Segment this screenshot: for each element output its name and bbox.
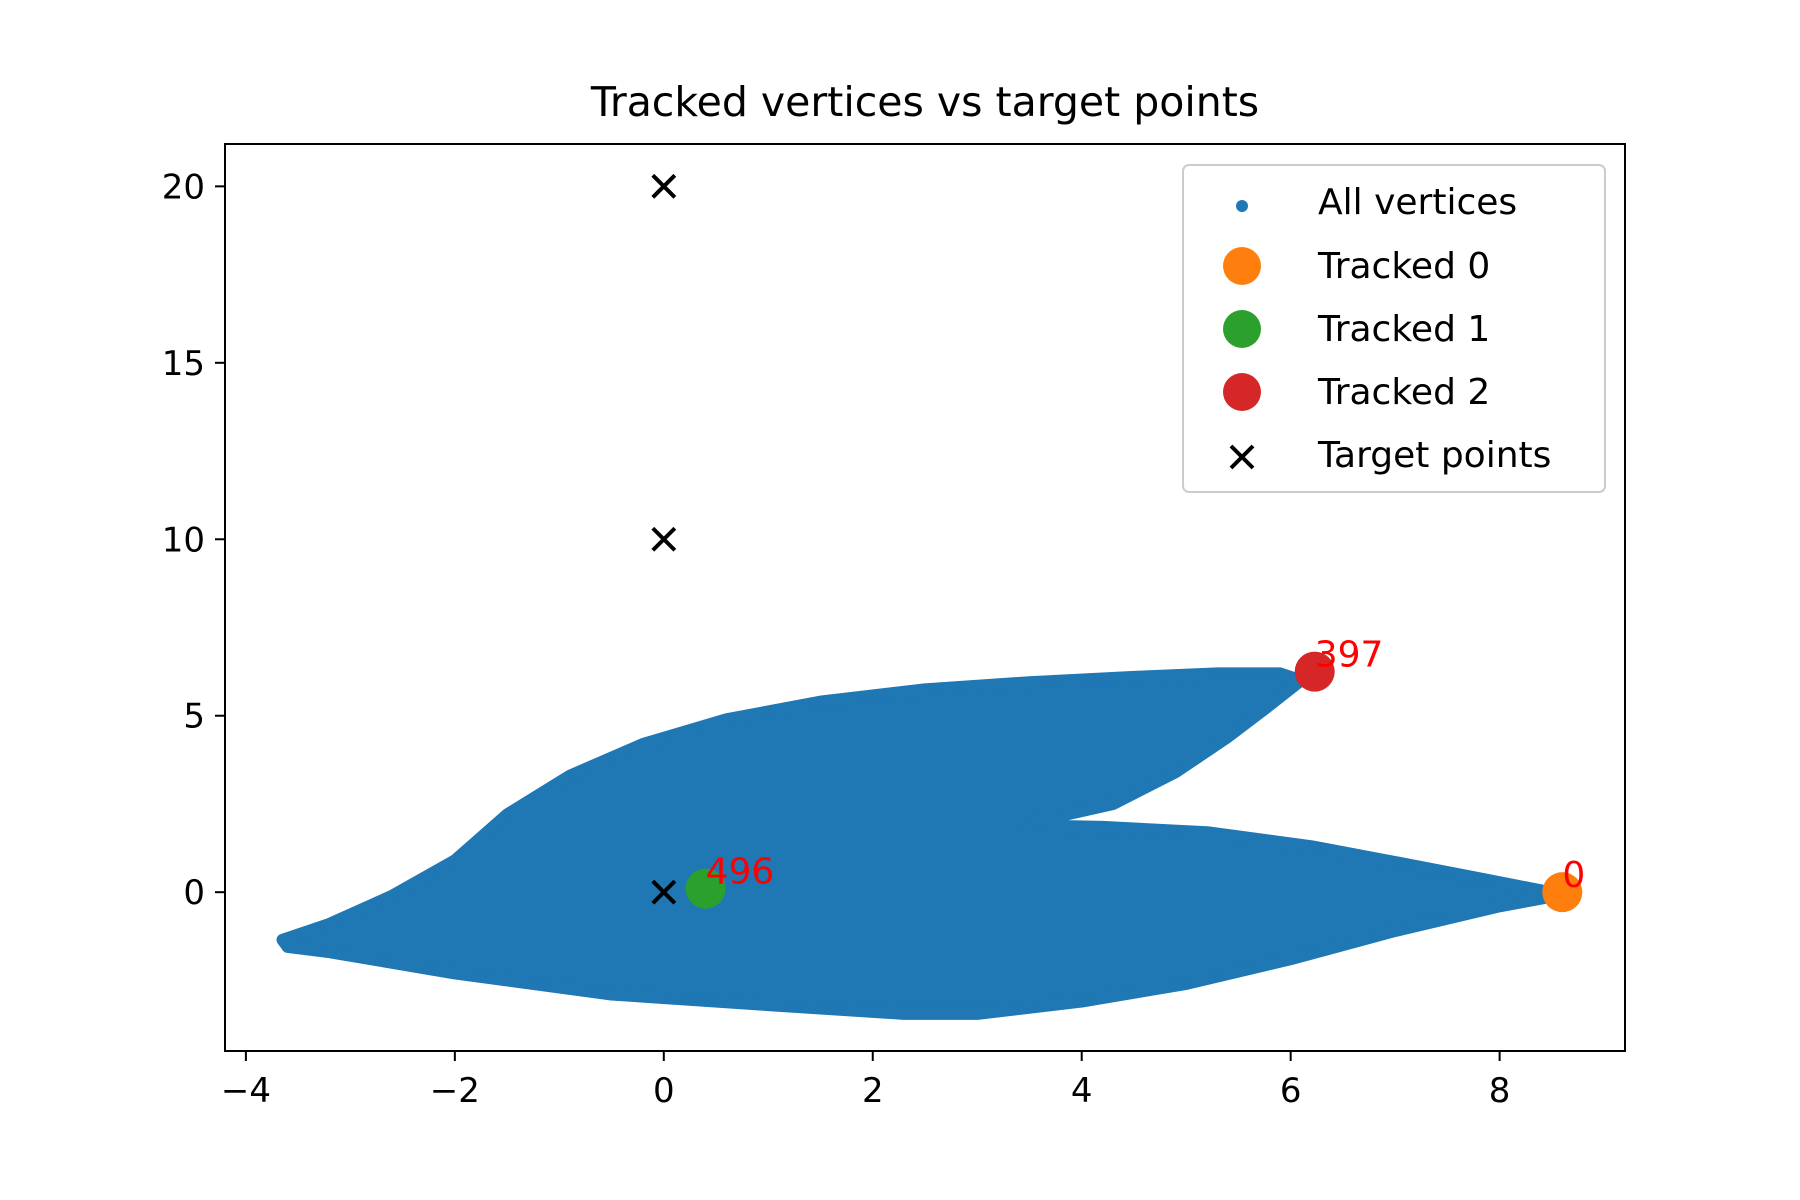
tracked-annotation-0: 0 [1562,855,1585,896]
y-tick-label: 15 [162,344,205,384]
y-tick-label: 20 [162,167,205,207]
y-tick-label: 10 [162,520,205,560]
chart-title: Tracked vertices vs target points [590,78,1259,126]
legend-box [1182,164,1606,493]
x-tick-label: 8 [1489,1071,1511,1111]
axes-frame [224,143,1626,1052]
x-tick-label: −4 [221,1071,271,1111]
y-tick-label: 0 [183,873,205,913]
all-vertices-cloud [276,667,1564,1020]
legend: All vertices Tracked 0 Tracked 1 Tracked… [1182,164,1606,493]
x-tick-label: 6 [1280,1071,1302,1111]
legend-marker-tracked-2 [1223,373,1261,411]
x-tick-label: 2 [862,1071,884,1111]
x-axis: −4 −2 0 2 4 6 8 [221,1051,1511,1111]
tracked-point-2 [1294,651,1335,692]
x-tick-label: 0 [653,1071,675,1111]
legend-marker-tracked-1 [1223,310,1261,348]
x-tick-label: −2 [430,1071,480,1111]
target-point-marker-1 [651,526,677,552]
legend-label-tracked-2: Tracked 2 [1317,372,1490,413]
x-tick-label: 4 [1071,1071,1093,1111]
y-axis: 0 5 10 15 20 [162,167,225,913]
legend-label-all-vertices: All vertices [1318,182,1517,223]
legend-label-target-points: Target points [1317,435,1551,476]
tracked-annotation-2: 397 [1315,635,1384,676]
target-point-marker-0 [651,879,677,905]
target-point-marker-2 [651,173,677,199]
plot-area: 0 496 397 [276,173,1585,1020]
legend-marker-all-vertices [1236,200,1248,212]
legend-marker-target-points [1229,444,1255,470]
tracked-point-1 [685,868,726,909]
y-tick-label: 5 [183,697,205,737]
legend-label-tracked-0: Tracked 0 [1317,246,1490,287]
tracked-point-0 [1542,872,1583,913]
tracked-annotation-1: 496 [706,852,775,893]
legend-marker-tracked-0 [1223,247,1261,285]
legend-label-tracked-1: Tracked 1 [1317,309,1490,350]
